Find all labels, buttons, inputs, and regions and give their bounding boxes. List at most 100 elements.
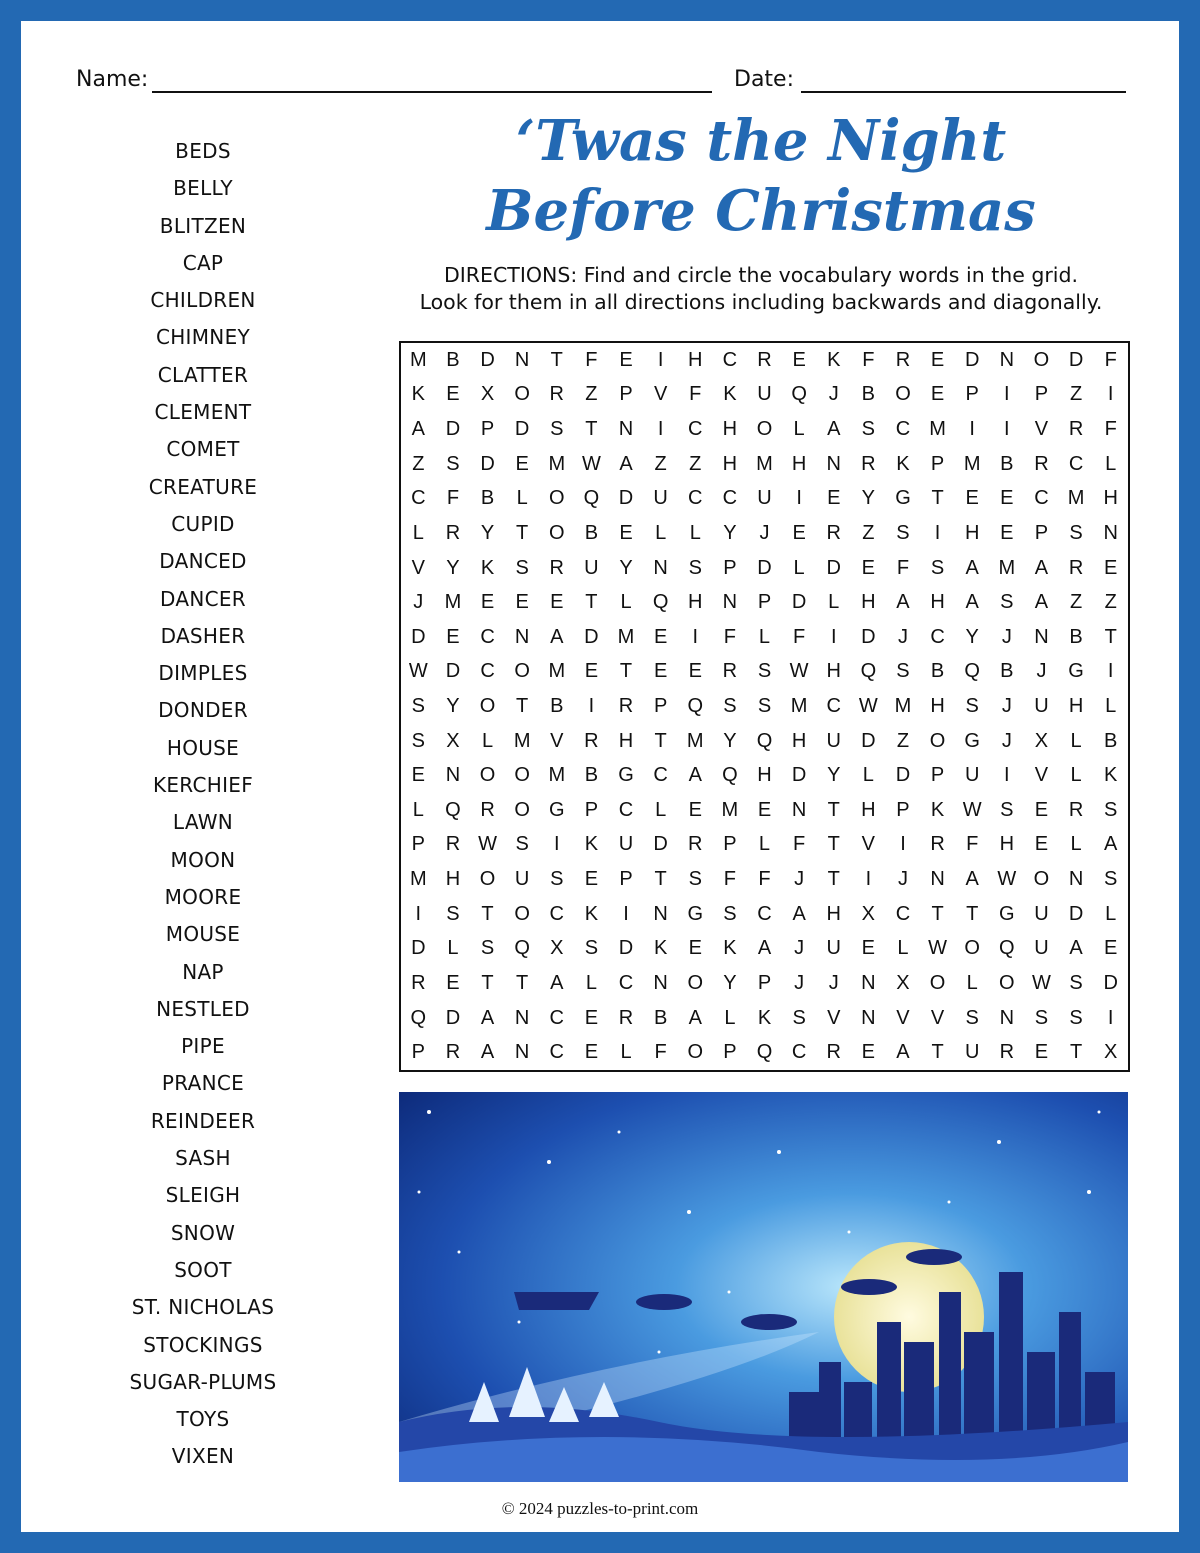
grid-cell[interactable]: K xyxy=(411,383,425,406)
grid-cell[interactable]: X xyxy=(861,902,876,925)
grid-cell[interactable]: D xyxy=(584,625,599,648)
grid-cell[interactable]: D xyxy=(791,764,807,787)
grid-cell[interactable]: L xyxy=(585,971,597,994)
grid-cell[interactable]: Q xyxy=(687,694,704,717)
grid-cell[interactable]: E xyxy=(1034,798,1049,821)
grid-cell[interactable]: U xyxy=(964,1041,980,1064)
grid-cell[interactable]: A xyxy=(965,556,979,579)
grid-cell[interactable]: A xyxy=(1069,937,1083,960)
grid-cell[interactable]: A xyxy=(480,1041,495,1064)
grid-cell[interactable]: C xyxy=(895,902,911,925)
grid-cell[interactable]: K xyxy=(480,556,495,579)
grid-cell[interactable]: P xyxy=(1034,521,1049,544)
grid-cell[interactable]: Q xyxy=(445,798,461,821)
grid-cell[interactable]: A xyxy=(550,971,564,994)
grid-cell[interactable]: H xyxy=(999,833,1015,856)
grid-cell[interactable]: K xyxy=(584,833,599,856)
grid-cell[interactable]: Z xyxy=(1069,591,1083,614)
grid-cell[interactable]: D xyxy=(445,418,461,441)
grid-cell[interactable]: J xyxy=(1001,729,1012,752)
grid-cell[interactable]: S xyxy=(446,452,460,475)
grid-cell[interactable]: K xyxy=(827,348,841,371)
grid-cell[interactable]: A xyxy=(411,418,425,441)
grid-cell[interactable]: L xyxy=(897,937,909,960)
grid-cell[interactable]: G xyxy=(618,764,634,787)
grid-cell[interactable]: S xyxy=(861,418,876,441)
grid-cell[interactable]: A xyxy=(550,625,564,648)
grid-cell[interactable]: E xyxy=(1034,1041,1049,1064)
grid-cell[interactable]: A xyxy=(1034,591,1049,614)
grid-cell[interactable]: Q xyxy=(860,660,877,683)
grid-cell[interactable]: T xyxy=(654,729,667,752)
grid-cell[interactable]: A xyxy=(1034,556,1049,579)
grid-cell[interactable]: S xyxy=(688,556,702,579)
grid-cell[interactable]: Q xyxy=(964,660,980,683)
grid-cell[interactable]: M xyxy=(513,729,531,752)
grid-cell[interactable]: V xyxy=(896,1006,910,1029)
grid-cell[interactable]: X xyxy=(1034,729,1049,752)
grid-cell[interactable]: O xyxy=(756,418,773,441)
grid-cell[interactable]: O xyxy=(514,660,530,683)
grid-cell[interactable]: R xyxy=(722,660,738,683)
grid-cell[interactable]: E xyxy=(1000,521,1014,544)
grid-cell[interactable]: E xyxy=(550,591,564,614)
grid-cell[interactable]: U xyxy=(618,833,634,856)
grid-cell[interactable]: R xyxy=(1034,452,1049,475)
grid-cell[interactable]: H xyxy=(791,729,807,752)
grid-cell[interactable]: D xyxy=(411,937,426,960)
grid-cell[interactable]: Q xyxy=(756,729,773,752)
grid-cell[interactable]: N xyxy=(791,798,807,821)
grid-cell[interactable]: M xyxy=(409,348,427,371)
grid-cell[interactable]: R xyxy=(688,833,703,856)
grid-cell[interactable]: L xyxy=(862,764,874,787)
grid-cell[interactable]: S xyxy=(1104,798,1118,821)
grid-cell[interactable]: U xyxy=(653,487,668,510)
grid-cell[interactable]: P xyxy=(411,1041,425,1064)
grid-cell[interactable]: G xyxy=(964,729,980,752)
grid-cell[interactable]: F xyxy=(723,625,736,648)
grid-cell[interactable]: I xyxy=(1107,383,1114,406)
grid-cell[interactable]: B xyxy=(480,487,495,510)
grid-cell[interactable]: K xyxy=(723,937,737,960)
grid-cell[interactable]: L xyxy=(412,521,424,544)
grid-cell[interactable]: S xyxy=(411,729,425,752)
grid-cell[interactable]: L xyxy=(620,1041,632,1064)
grid-cell[interactable]: N xyxy=(514,348,530,371)
grid-cell[interactable]: D xyxy=(791,591,807,614)
grid-cell[interactable]: Q xyxy=(652,591,669,614)
grid-cell[interactable]: S xyxy=(411,694,425,717)
grid-cell[interactable]: U xyxy=(1034,937,1049,960)
grid-cell[interactable]: X xyxy=(1104,1041,1118,1064)
grid-cell[interactable]: A xyxy=(688,764,702,787)
grid-cell[interactable]: O xyxy=(895,383,911,406)
grid-cell[interactable]: I xyxy=(969,418,975,441)
grid-cell[interactable]: R xyxy=(584,729,599,752)
grid-cell[interactable]: H xyxy=(930,694,945,717)
grid-cell[interactable]: P xyxy=(619,868,633,891)
grid-cell[interactable]: D xyxy=(480,452,495,475)
grid-cell[interactable]: R xyxy=(445,833,461,856)
grid-cell[interactable]: L xyxy=(724,1006,736,1029)
grid-cell[interactable]: C xyxy=(791,1041,807,1064)
grid-cell[interactable]: O xyxy=(479,764,496,787)
grid-cell[interactable]: R xyxy=(618,694,634,717)
grid-cell[interactable]: E xyxy=(688,798,702,821)
grid-cell[interactable]: E xyxy=(619,521,633,544)
grid-cell[interactable]: E xyxy=(584,868,599,891)
grid-cell[interactable]: V xyxy=(550,729,564,752)
grid-cell[interactable]: H xyxy=(757,764,772,787)
grid-cell[interactable]: T xyxy=(585,418,598,441)
grid-cell[interactable]: V xyxy=(1034,418,1049,441)
grid-cell[interactable]: D xyxy=(445,660,461,683)
grid-cell[interactable]: E xyxy=(1104,937,1118,960)
grid-cell[interactable]: L xyxy=(1105,452,1117,475)
grid-cell[interactable]: E xyxy=(480,591,495,614)
grid-cell[interactable]: M xyxy=(444,591,462,614)
grid-cell[interactable]: W xyxy=(478,833,497,856)
grid-cell[interactable]: I xyxy=(900,833,906,856)
grid-cell[interactable]: S xyxy=(1034,1006,1049,1029)
grid-cell[interactable]: L xyxy=(1105,694,1117,717)
grid-cell[interactable]: R xyxy=(757,348,772,371)
grid-cell[interactable]: I xyxy=(657,418,664,441)
grid-cell[interactable]: L xyxy=(620,591,632,614)
